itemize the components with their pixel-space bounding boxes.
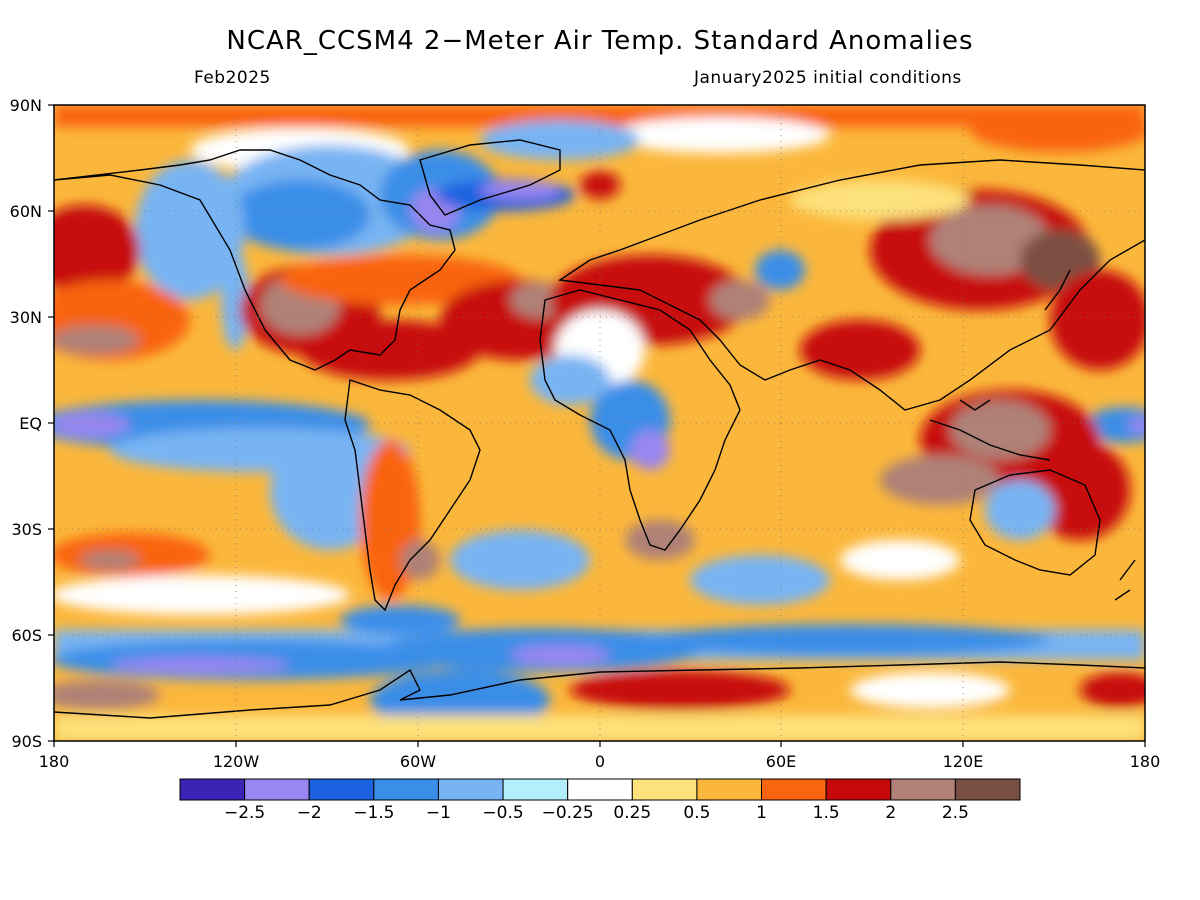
lat-label-30n: 30N <box>10 308 42 327</box>
map-title: NCAR_CCSM4 2−Meter Air Temp. Standard An… <box>226 26 974 56</box>
lat-label-60s: 60S <box>11 626 42 645</box>
lat-label-30s: 30S <box>11 520 42 539</box>
colorbar-label: −2.5 <box>224 803 265 823</box>
initial-conditions: January2025 initial conditions <box>694 68 962 88</box>
colorbar-swatch <box>308 778 375 801</box>
lon-label-120w: 120W <box>213 752 260 771</box>
lon-label-0: 0 <box>595 752 605 771</box>
colorbar-swatch <box>825 778 892 801</box>
colorbar-swatch <box>437 778 504 801</box>
latitude-labels: 90N 60N 30N EQ 30S 60S 90S <box>10 96 42 751</box>
colorbar-swatch <box>890 778 956 801</box>
colorbar-label: −0.5 <box>482 803 523 823</box>
colorbar-swatch <box>954 778 1021 801</box>
colorbar-swatch <box>373 778 439 801</box>
colorbar-swatch <box>502 778 569 801</box>
colorbar-label: 0.25 <box>613 803 651 823</box>
colorbar-label: 2 <box>885 803 896 823</box>
tick-marks <box>48 104 1146 747</box>
lat-label-60n: 60N <box>10 202 42 221</box>
lon-label-120e: 120E <box>943 752 984 771</box>
colorbar-label: −0.25 <box>542 803 594 823</box>
colorbar-label: 1 <box>756 803 767 823</box>
lat-label-eq: EQ <box>19 414 42 433</box>
colorbar-label: 2.5 <box>942 803 969 823</box>
lon-label-60e: 60E <box>766 752 796 771</box>
grid-lines <box>54 105 1145 741</box>
colorbar-swatch <box>567 778 633 801</box>
colorbar-swatch <box>244 778 310 801</box>
lat-label-90s: 90S <box>11 732 42 751</box>
lon-label-60w: 60W <box>400 752 436 771</box>
longitude-labels: 180 120W 60W 0 60E 120E 180 <box>39 752 1161 771</box>
colorbar-label: 1.5 <box>813 803 840 823</box>
coastlines <box>54 139 1145 719</box>
lon-label-180w: 180 <box>39 752 70 771</box>
forecast-month: Feb2025 <box>194 68 271 88</box>
colorbar-label: −1.5 <box>353 803 394 823</box>
colorbar-swatch <box>179 778 246 801</box>
colorbar-label: −1 <box>426 803 451 823</box>
colorbar-swatch <box>631 778 698 801</box>
lat-label-90n: 90N <box>10 96 42 115</box>
colorbar-legend: −2.5 −2 −1.5 −1 −0.5 −0.25 0.25 0.5 1 1.5 2 2.5 <box>179 778 1021 823</box>
colorbar-swatch <box>696 778 763 801</box>
lon-label-180e: 180 <box>1130 752 1161 771</box>
colorbar-label: −2 <box>297 803 322 823</box>
colorbar-label: 0.5 <box>683 803 710 823</box>
colorbar-swatch <box>761 778 827 801</box>
